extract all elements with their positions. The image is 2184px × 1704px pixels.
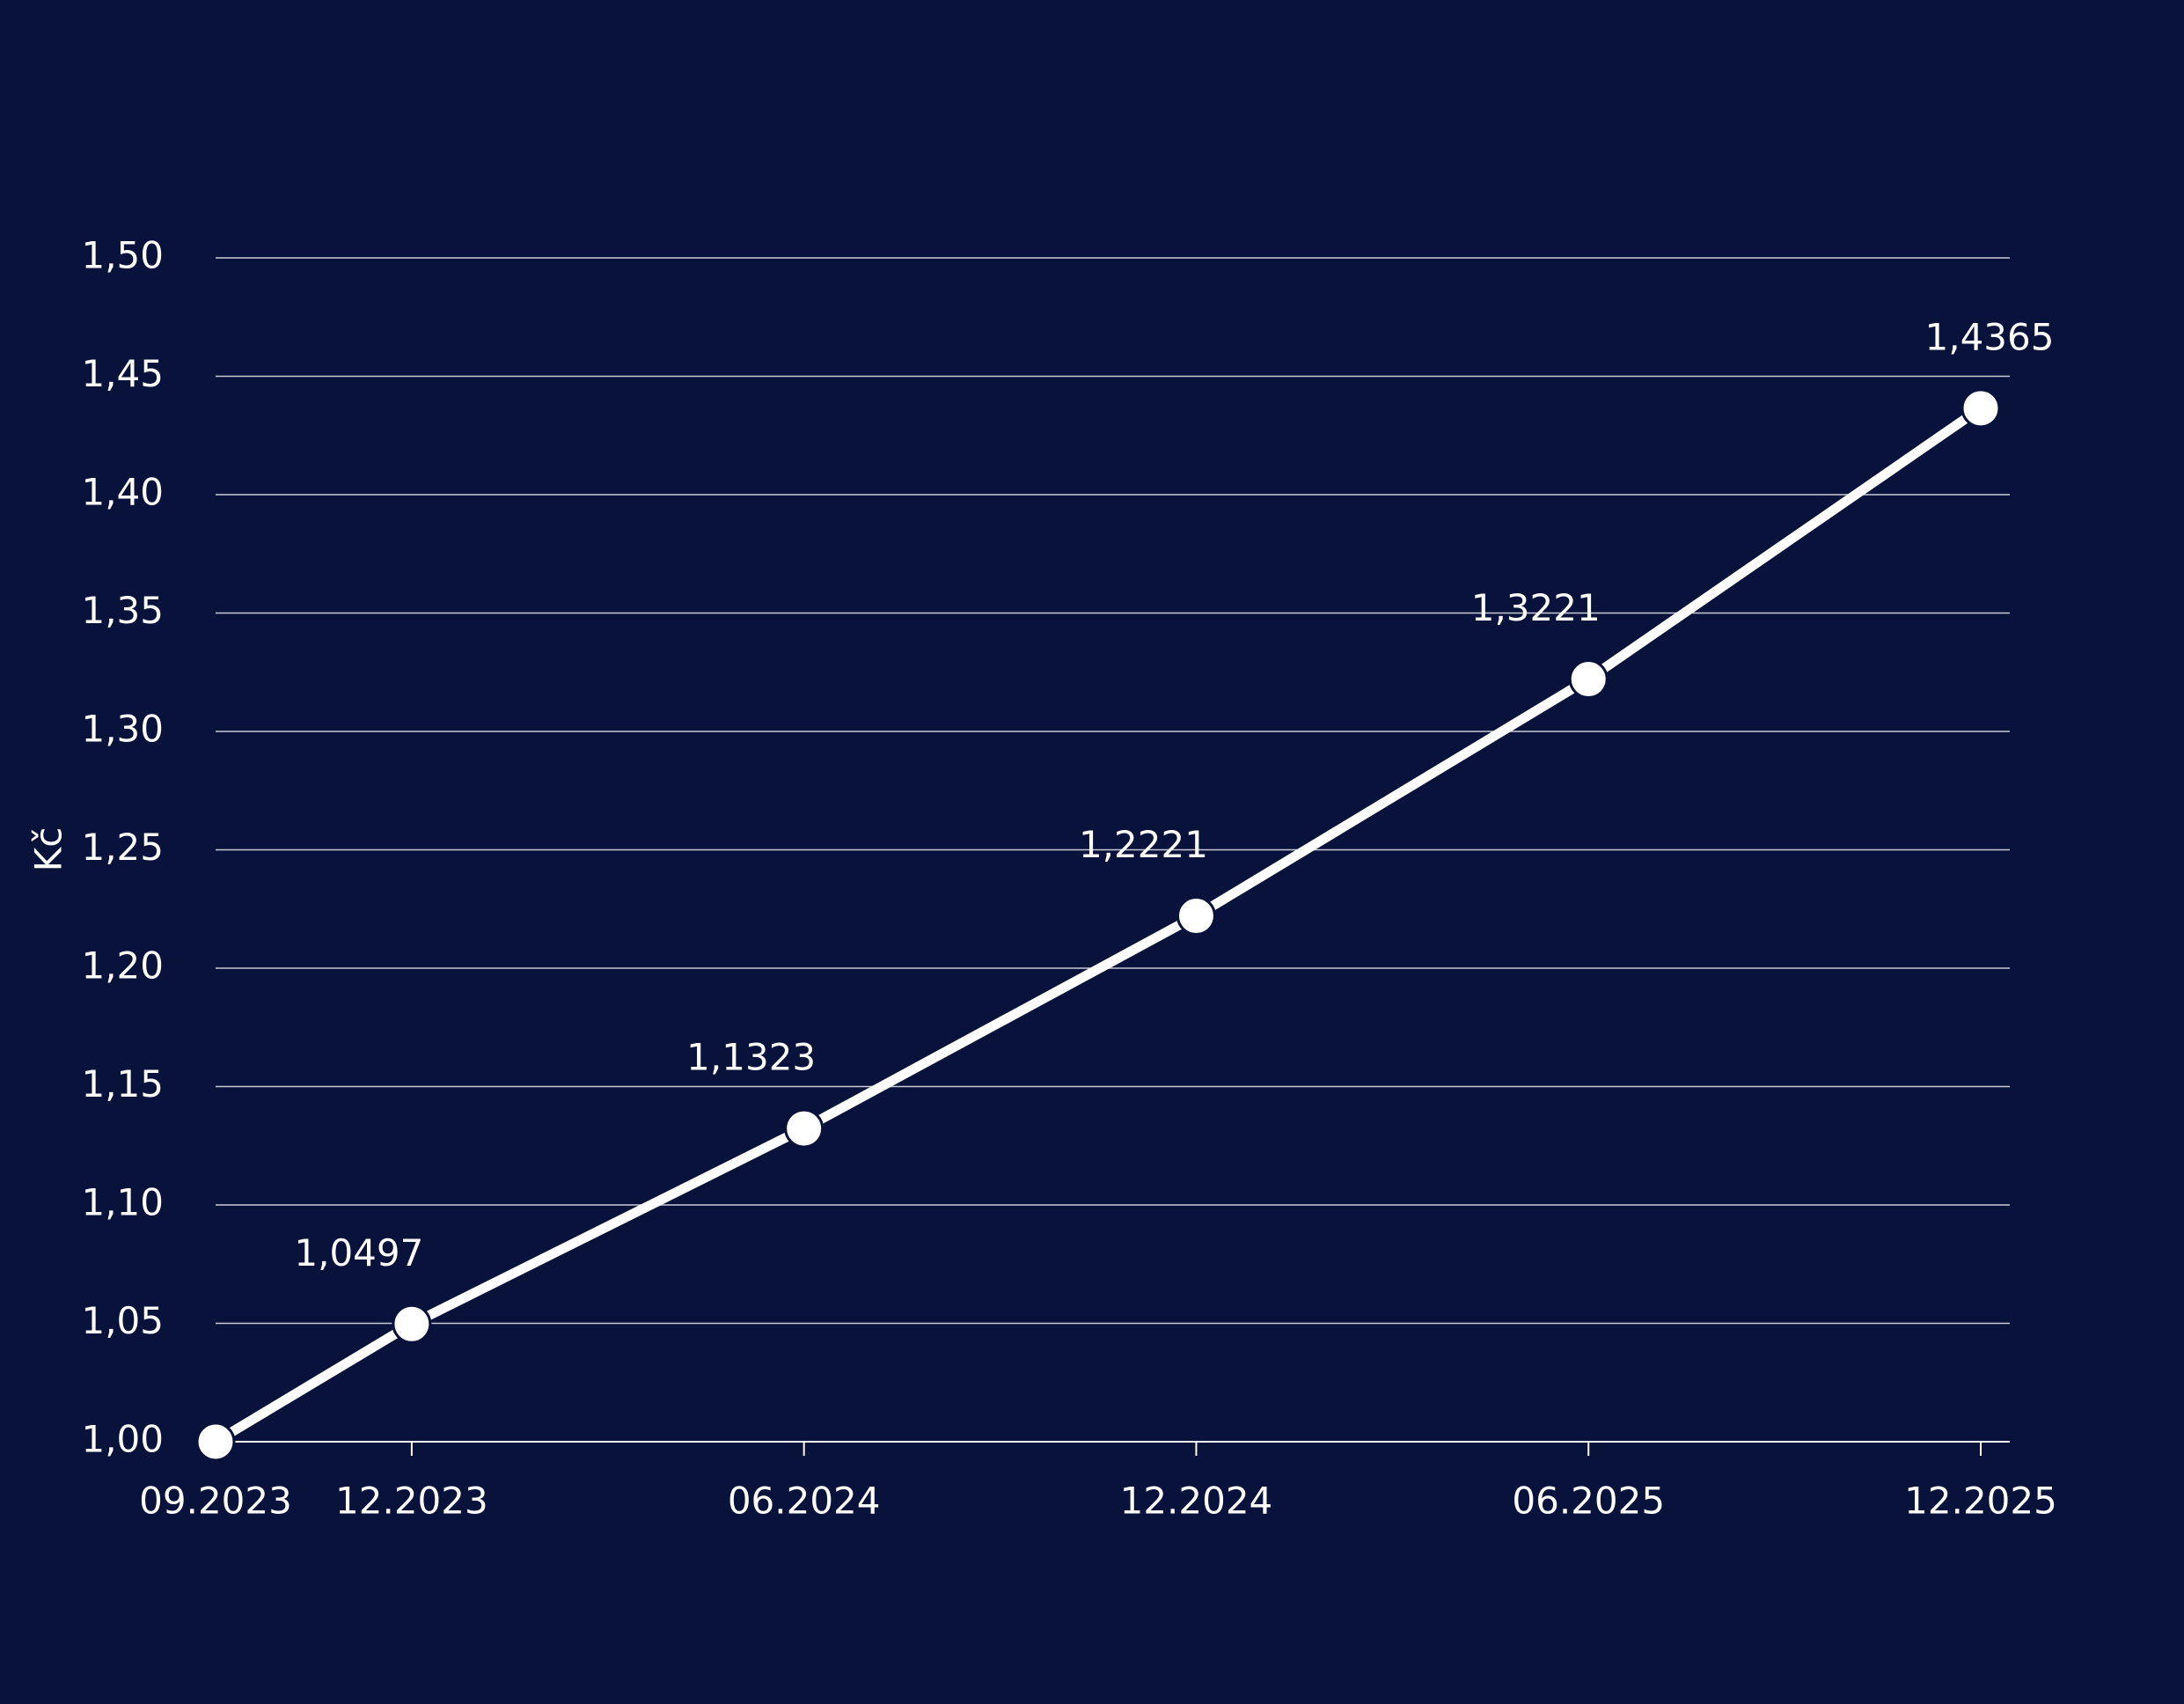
data-label: 1,3221 [1471,586,1601,629]
point [1960,388,2001,429]
x-tick-label: 09.2023 [139,1480,292,1523]
y-tick-label: 1,00 [81,1418,164,1461]
data-label: 1,0497 [294,1231,423,1274]
y-tick-label: 1,25 [81,826,164,869]
y-tick-label: 1,35 [81,589,164,632]
point [784,1108,824,1149]
data-label: 1,2221 [1079,823,1208,866]
y-tick-label: 1,10 [81,1181,164,1224]
point [195,1421,236,1462]
y-tick-label: 1,30 [81,708,164,751]
data-label: 1,4365 [1925,315,2055,358]
y-axis-label: Kč [27,827,70,872]
data-label: 1,1323 [686,1036,816,1079]
y-tick-label: 1,40 [81,471,164,514]
point [1176,896,1216,936]
x-tick-label: 12.2025 [1904,1480,2057,1523]
x-tick-label: 06.2024 [728,1480,881,1523]
line [213,404,1984,1446]
y-tick-label: 1,45 [81,352,164,395]
y-tick-label: 1,20 [81,944,164,988]
point [392,1304,432,1344]
y-tick-label: 1,15 [81,1062,164,1105]
point [1568,659,1609,700]
x-tick-label: 06.2025 [1512,1480,1665,1523]
x-tick-label: 12.2024 [1120,1480,1273,1523]
x-tick-label: 12.2023 [335,1480,488,1523]
y-tick-label: 1,05 [81,1299,164,1342]
y-tick-label: 1,50 [81,234,164,277]
